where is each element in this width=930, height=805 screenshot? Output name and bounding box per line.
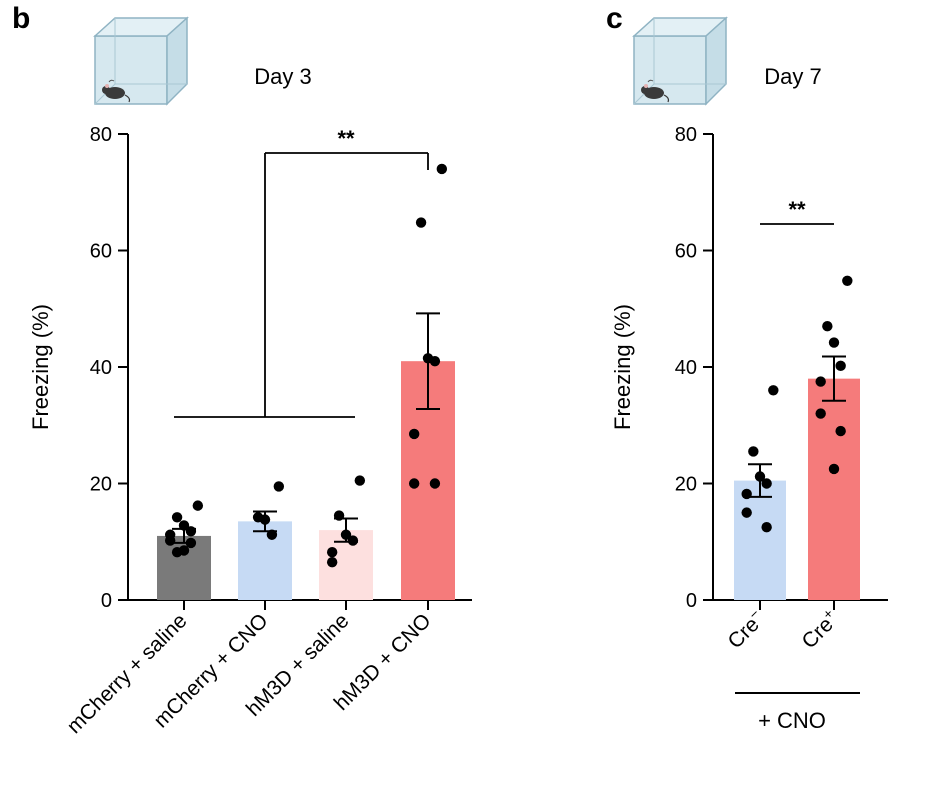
bar bbox=[734, 480, 786, 600]
data-point bbox=[415, 217, 427, 228]
data-point bbox=[259, 514, 271, 525]
bars-c bbox=[734, 275, 860, 610]
data-point bbox=[347, 535, 359, 546]
y-tick-label: 0 bbox=[101, 590, 112, 612]
y-tick-label: 40 bbox=[675, 357, 697, 379]
data-point bbox=[822, 321, 833, 332]
data-point bbox=[429, 478, 441, 489]
data-point bbox=[178, 520, 190, 531]
category-label: Cre+ bbox=[795, 605, 843, 653]
y-ticks-c: 0 20 40 60 80 bbox=[675, 124, 713, 612]
significance-bracket-b bbox=[174, 152, 429, 418]
data-point bbox=[326, 556, 338, 568]
data-point bbox=[192, 500, 204, 511]
data-point bbox=[164, 535, 176, 546]
y-tick-label: 0 bbox=[686, 590, 697, 612]
chart-title-b: Day 3 bbox=[254, 64, 311, 89]
chart-title-c: Day 7 bbox=[764, 64, 821, 89]
y-ticks-b: 0 20 40 60 80 bbox=[90, 124, 128, 612]
data-point bbox=[185, 537, 197, 549]
data-point bbox=[835, 425, 846, 437]
data-point bbox=[429, 355, 441, 367]
panel-letter-c: c bbox=[606, 2, 623, 35]
data-point bbox=[354, 475, 366, 486]
y-axis-label-b: Freezing (%) bbox=[28, 304, 53, 430]
panel-letter-b: b bbox=[12, 2, 30, 35]
data-point bbox=[340, 529, 352, 540]
y-tick-label: 20 bbox=[90, 474, 112, 496]
y-axis-label-c: Freezing (%) bbox=[610, 304, 635, 430]
data-point bbox=[333, 510, 345, 521]
cage-illustration-b bbox=[93, 16, 189, 106]
significance-stars-c: ** bbox=[788, 197, 806, 222]
mouse-icon bbox=[641, 79, 670, 103]
data-point bbox=[842, 275, 853, 286]
y-tick-label: 40 bbox=[90, 357, 112, 379]
y-tick-label: 20 bbox=[675, 474, 697, 496]
y-tick-label: 80 bbox=[90, 124, 112, 146]
mouse-icon bbox=[102, 79, 131, 103]
bars-b bbox=[157, 163, 455, 610]
data-point bbox=[828, 337, 840, 348]
significance-stars-b: ** bbox=[337, 126, 355, 151]
category-labels-c: Cre− Cre+ bbox=[721, 605, 843, 653]
data-point bbox=[815, 376, 826, 387]
y-tick-label: 60 bbox=[90, 241, 112, 263]
cage-illustration-c bbox=[632, 16, 728, 106]
data-point bbox=[436, 163, 448, 175]
data-point bbox=[273, 481, 285, 492]
data-point bbox=[835, 360, 846, 372]
data-point bbox=[761, 521, 772, 533]
data-point bbox=[754, 471, 766, 482]
data-point bbox=[408, 428, 420, 440]
data-point bbox=[408, 478, 420, 489]
data-point bbox=[768, 385, 779, 396]
bar bbox=[238, 521, 292, 600]
data-point bbox=[761, 478, 772, 489]
data-point bbox=[828, 463, 840, 475]
category-label: Cre− bbox=[721, 605, 769, 653]
y-tick-label: 80 bbox=[675, 124, 697, 146]
data-point bbox=[748, 446, 759, 457]
group-label-c: + CNO bbox=[758, 708, 826, 733]
data-point bbox=[171, 512, 183, 523]
data-point bbox=[266, 529, 278, 540]
data-point bbox=[741, 507, 752, 518]
data-point bbox=[171, 547, 183, 558]
data-point bbox=[815, 408, 826, 419]
data-point bbox=[741, 488, 752, 500]
data-point bbox=[185, 526, 197, 537]
data-point bbox=[326, 547, 338, 558]
y-tick-label: 60 bbox=[675, 241, 697, 263]
